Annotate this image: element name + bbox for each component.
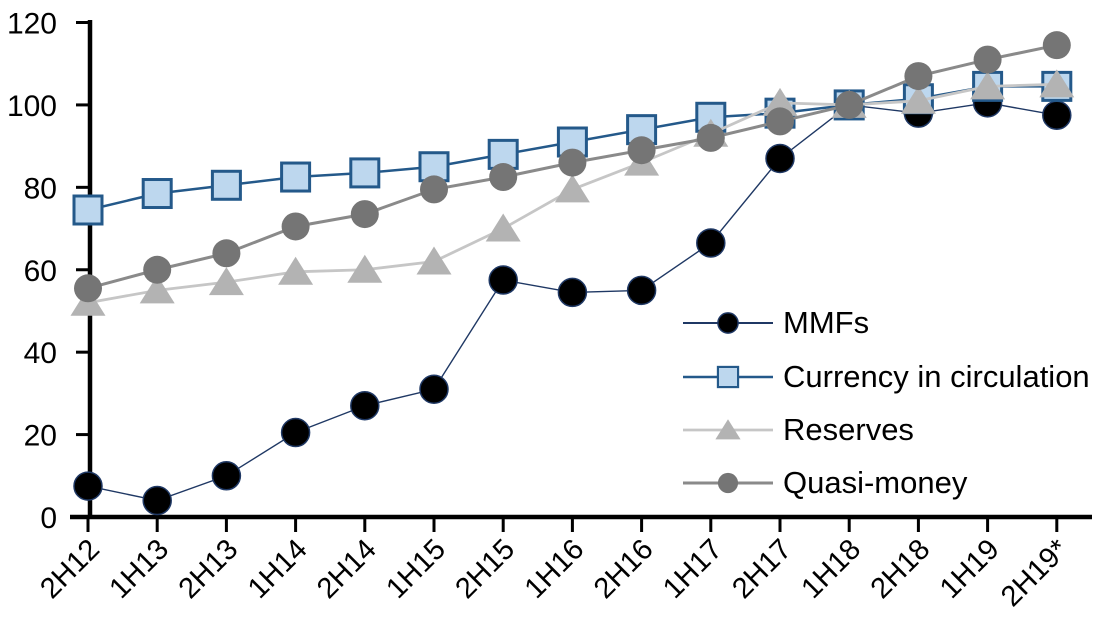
x-axis-label: 1H15 [380, 533, 452, 605]
y-axis-label: 120 [7, 8, 57, 41]
y-axis-label: 40 [24, 337, 57, 370]
reserves-marker [208, 267, 244, 296]
currency-in-circulation-marker [210, 169, 242, 201]
legend-item-reserves: Reserves [683, 410, 914, 450]
mmfs-legend-marker-shape [717, 312, 739, 334]
x-axis-label: 2H12 [34, 533, 106, 605]
currency-in-circulation-legend-swatch [683, 365, 773, 389]
mmfs-marker [211, 461, 242, 491]
x-axis-label: 2H16 [588, 533, 660, 605]
quasi-money-marker [74, 274, 102, 303]
currency-in-circulation-legend-marker-shape [716, 365, 740, 389]
x-axis-label: 1H17 [657, 533, 729, 605]
x-axis-label: 1H13 [103, 533, 175, 605]
currency-in-circulation-legend-marker [683, 359, 773, 395]
mmfs-legend-swatch [683, 312, 773, 334]
y-axis-label: 20 [24, 420, 57, 453]
currency-in-circulation-marker [72, 194, 104, 226]
currency-in-circulation-marker [141, 178, 173, 210]
reserves-legend-marker [683, 412, 773, 448]
x-axis-label: 2H19* [995, 533, 1075, 613]
legend-item-mmfs: MMFs [683, 303, 869, 343]
quasi-money-legend-swatch [683, 472, 773, 494]
mmfs-marker [626, 275, 657, 306]
reserves-marker [278, 256, 314, 285]
legend-label-quasi-money: Quasi-money [783, 465, 968, 500]
mmfs-marker [696, 228, 726, 258]
quasi-money-marker [281, 212, 310, 241]
reserves-legend-marker-shape [715, 419, 741, 440]
mmfs-marker [280, 417, 311, 448]
mmfs-legend-marker [683, 305, 773, 341]
x-axis-label: 2H17 [726, 533, 798, 605]
reserves-legend-swatch [683, 419, 773, 440]
reserves-marker [1039, 69, 1075, 98]
mmfs-marker [488, 265, 518, 295]
quasi-money-marker [973, 45, 1002, 74]
mmfs-marker [557, 277, 588, 308]
x-axis-label: 1H16 [519, 533, 591, 605]
mmfs-marker [142, 485, 172, 516]
mmfs-marker [765, 143, 795, 174]
mmfs-marker [419, 374, 449, 405]
x-axis-label: 1H19 [934, 533, 1006, 605]
y-axis-label: 0 [40, 502, 57, 535]
quasi-money-legend-marker-shape [717, 472, 739, 494]
currency-in-circulation-marker [280, 161, 312, 193]
quasi-money-marker [696, 123, 725, 152]
quasi-money-marker [212, 239, 241, 268]
quasi-money-legend-marker [683, 465, 773, 501]
quasi-money-marker [627, 136, 656, 165]
y-axis-label: 100 [7, 90, 57, 123]
reserves-marker [900, 85, 936, 114]
currency-in-circulation-marker [349, 157, 381, 189]
reserves-marker [485, 213, 521, 242]
mmfs-marker [350, 390, 380, 421]
x-axis-label: 2H14 [311, 533, 383, 605]
quasi-money-marker [1042, 31, 1071, 60]
quasi-money-marker [350, 200, 379, 229]
mmfs-marker [1042, 100, 1072, 130]
x-axis-label: 1H18 [795, 533, 867, 605]
reserves-marker [416, 246, 452, 275]
reserves-marker [139, 275, 175, 304]
reserves-marker [347, 254, 383, 283]
legend-label-mmfs: MMFs [783, 305, 870, 340]
quasi-money-marker [904, 62, 933, 91]
quasi-money-marker [489, 163, 518, 192]
y-axis-label: 80 [24, 172, 57, 205]
x-axis-label: 2H18 [865, 533, 937, 605]
reserves-marker [554, 174, 590, 203]
legend-item-currency-in-circulation: Currency in circulation [683, 357, 1090, 397]
mmfs-marker [73, 471, 103, 501]
quasi-money-marker [420, 175, 448, 204]
x-axis-label: 2H15 [449, 533, 521, 605]
reserves-marker [762, 87, 798, 116]
legend-item-quasi-money: Quasi-money [683, 463, 967, 503]
quasi-money-marker [558, 148, 587, 177]
y-axis-label: 60 [24, 255, 57, 288]
quasi-money-marker [766, 107, 794, 136]
x-axis-label: 1H14 [242, 533, 314, 605]
legend-label-reserves: Reserves [783, 412, 914, 447]
legend-label-currency-in-circulation: Currency in circulation [783, 359, 1090, 394]
quasi-money-marker [143, 255, 172, 284]
quasi-money-marker [835, 90, 864, 119]
x-axis-label: 2H13 [173, 533, 245, 605]
reserves-marker [970, 71, 1006, 100]
